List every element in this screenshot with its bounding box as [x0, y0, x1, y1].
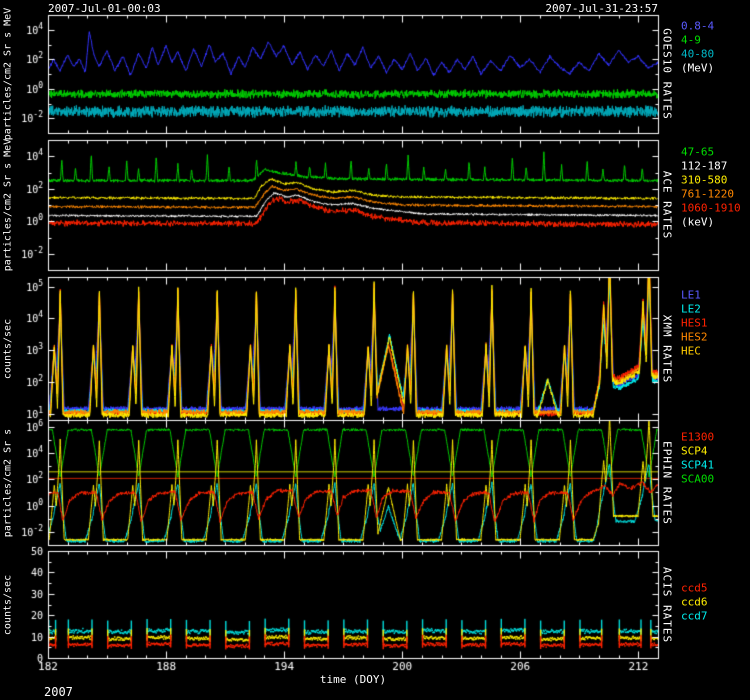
start-datetime: 2007-Jul-01-00:03: [48, 2, 161, 15]
legend-label: 112-187: [681, 159, 728, 173]
x-axis-year-label: 2007: [44, 685, 73, 699]
legend-label: 47-65: [681, 145, 715, 159]
x-axis-title: time (DOY): [319, 673, 387, 686]
legend-label: 310-580: [681, 173, 728, 187]
legend-label: LE2: [681, 302, 701, 316]
panel-right-label: ACIS RATES: [660, 566, 674, 643]
panel-y-axis-label: counts/sec: [2, 318, 14, 379]
legend-label: HES1: [681, 316, 708, 330]
legend-label: HEC: [681, 344, 701, 358]
panel-y-axis-label: particles/cm2 Sr s: [2, 428, 14, 537]
legend-label: 761-1220: [681, 187, 734, 201]
panel-y-axis-label: counts/sec: [2, 574, 14, 635]
legend-label: ccd5: [681, 581, 708, 595]
panel-right-label: ACE RATES: [660, 170, 674, 240]
end-datetime: 2007-Jul-31-23:57: [545, 2, 658, 15]
legend-label: SCA00: [681, 472, 715, 486]
panel-right-label: EPHIN RATES: [660, 440, 674, 525]
legend-label: (MeV): [681, 61, 715, 75]
legend-label: ccd7: [681, 609, 708, 623]
legend-label: SCP4: [681, 444, 708, 458]
legend-label: E1300: [681, 430, 715, 444]
panel-right-label: GOES10 RATES: [660, 28, 674, 120]
legend-label: ccd6: [681, 595, 708, 609]
legend-label: 40-80: [681, 47, 715, 61]
legend-label: LE1: [681, 288, 701, 302]
legend-label: (keV): [681, 215, 715, 229]
panel-y-axis-label: particles/cm2 Sr s MeV: [2, 138, 14, 272]
legend-label: 4-9: [681, 33, 701, 47]
legend-label: HES2: [681, 330, 708, 344]
panel-y-axis-label: particles/cm2 Sr s MeV: [2, 7, 14, 141]
legend-label: 1060-1910: [681, 201, 741, 215]
legend-label: 0.8-4: [681, 19, 715, 33]
panel-right-label: XMM RATES: [660, 314, 674, 383]
legend-label: SCP41: [681, 458, 715, 472]
